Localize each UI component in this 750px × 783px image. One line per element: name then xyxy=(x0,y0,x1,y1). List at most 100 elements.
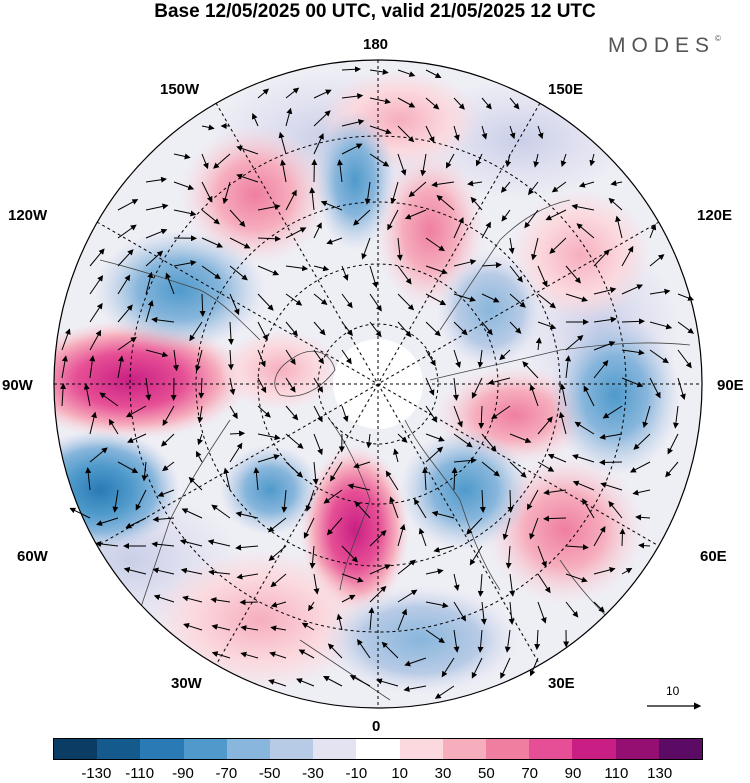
wind-vector xyxy=(313,321,326,336)
wind-vector xyxy=(180,567,203,575)
wind-vector xyxy=(89,355,96,379)
wind-vector xyxy=(145,377,152,401)
wind-vector xyxy=(397,293,415,311)
wind-vector xyxy=(436,195,455,211)
wind-vector xyxy=(152,567,175,575)
wind-vector xyxy=(281,489,288,513)
reference-vector-label: 10 xyxy=(666,684,680,698)
wind-vector xyxy=(89,329,102,351)
wind-vector xyxy=(649,223,657,239)
wind-vector xyxy=(387,209,399,231)
wind-vector xyxy=(257,235,281,242)
wind-vector xyxy=(117,224,137,239)
wind-vector xyxy=(353,209,371,226)
wind-vector xyxy=(593,287,617,295)
colorbar-tick-label: -30 xyxy=(302,765,324,782)
wind-vector xyxy=(313,222,322,239)
wind-vector xyxy=(197,405,204,424)
wind-vector xyxy=(253,467,260,491)
wind-vector xyxy=(201,153,209,170)
wind-vector xyxy=(222,181,231,205)
wind-vector xyxy=(397,589,418,603)
wind-vector xyxy=(326,237,343,245)
colorbar-tick-label: -90 xyxy=(172,765,194,782)
lon-label-30e: 30E xyxy=(548,675,575,692)
colorbar-swatch xyxy=(183,739,227,759)
wind-vector xyxy=(453,321,468,336)
wind-vector xyxy=(201,265,221,280)
wind-vector xyxy=(341,93,364,100)
wind-vector xyxy=(117,249,134,267)
wind-vector xyxy=(257,454,280,463)
wind-vector xyxy=(466,517,483,535)
wind-vector xyxy=(285,227,307,239)
wind-vector xyxy=(481,321,493,336)
wind-vector xyxy=(313,433,323,456)
wind-vector xyxy=(341,349,352,365)
colorbar-tick-label: 50 xyxy=(477,765,495,782)
wind-vector xyxy=(509,573,516,597)
colorbar-tick-label: -70 xyxy=(215,765,238,782)
wind-vector xyxy=(208,569,231,576)
wind-vector xyxy=(453,433,473,448)
wind-vector xyxy=(257,88,270,99)
wind-vector xyxy=(537,265,548,288)
wind-vector xyxy=(201,124,215,131)
wind-vector xyxy=(537,601,547,624)
wind-vector xyxy=(123,566,147,575)
wind-vector xyxy=(257,203,281,211)
wind-vector xyxy=(425,97,440,110)
wind-vector xyxy=(453,573,460,591)
wind-vector xyxy=(368,607,375,631)
wind-vector xyxy=(257,377,267,394)
wind-vector xyxy=(471,377,483,399)
wind-vector xyxy=(369,530,387,547)
wind-vector xyxy=(453,293,476,302)
wind-vector xyxy=(323,676,343,687)
wind-vector xyxy=(576,223,595,239)
wind-vector xyxy=(341,119,365,127)
wind-vector xyxy=(268,679,287,687)
wind-vector xyxy=(323,489,343,504)
wind-vector xyxy=(453,601,467,622)
wind-vector xyxy=(145,271,154,295)
wind-vector xyxy=(160,433,175,447)
wind-vector xyxy=(285,321,298,337)
wind-vector xyxy=(117,355,124,379)
wind-vector xyxy=(89,302,103,323)
wind-vector xyxy=(397,97,416,108)
wind-vector xyxy=(236,173,259,183)
wind-vector xyxy=(145,228,168,239)
wind-vector xyxy=(537,321,557,330)
wind-vector xyxy=(593,526,606,547)
lon-label-120w: 120W xyxy=(8,207,48,224)
wind-vector xyxy=(477,573,484,597)
wind-vector xyxy=(397,523,406,547)
wind-vector xyxy=(211,504,231,519)
wind-vector xyxy=(451,467,458,491)
wind-vector xyxy=(229,237,251,249)
wind-vector xyxy=(162,461,175,472)
wind-vector xyxy=(173,209,197,217)
wind-vector xyxy=(425,601,449,609)
wind-vector xyxy=(181,508,203,519)
colorbar xyxy=(53,738,703,760)
wind-vector xyxy=(593,360,609,379)
wind-vector xyxy=(543,489,567,496)
colorbar-tick-label: -50 xyxy=(258,765,281,782)
wind-vector xyxy=(565,355,571,379)
wind-vector xyxy=(213,153,231,169)
wind-vector xyxy=(152,516,175,523)
wind-vector xyxy=(207,539,231,547)
wind-vector xyxy=(268,545,287,561)
wind-vector xyxy=(649,377,661,399)
wind-vector xyxy=(507,489,514,513)
wind-vector xyxy=(285,461,303,478)
wind-vector xyxy=(418,527,427,547)
wind-vector xyxy=(403,685,427,693)
wind-vector xyxy=(642,405,651,429)
wind-vector xyxy=(602,405,623,419)
wind-vector xyxy=(502,517,511,541)
wind-vector xyxy=(578,181,595,188)
wind-vector xyxy=(529,384,539,407)
